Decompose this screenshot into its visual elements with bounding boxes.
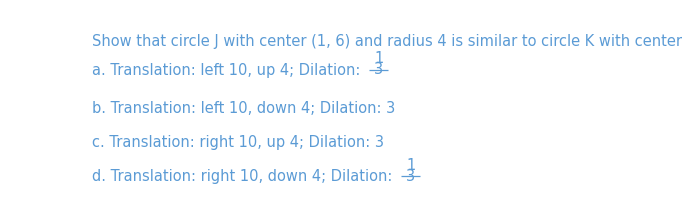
Text: 1: 1: [406, 158, 415, 173]
Text: 3: 3: [374, 62, 384, 77]
Text: c. Translation: right 10, up 4; Dilation: 3: c. Translation: right 10, up 4; Dilation…: [92, 135, 384, 150]
Text: d. Translation: right 10, down 4; Dilation:: d. Translation: right 10, down 4; Dilati…: [92, 169, 397, 184]
Text: a. Translation: left 10, up 4; Dilation:: a. Translation: left 10, up 4; Dilation:: [92, 63, 365, 78]
Text: b. Translation: left 10, down 4; Dilation: 3: b. Translation: left 10, down 4; Dilatio…: [92, 101, 395, 116]
Text: 1: 1: [374, 51, 384, 66]
Text: Show that circle J with center (1, 6) and radius 4 is similar to circle K with c: Show that circle J with center (1, 6) an…: [92, 34, 685, 49]
Text: 3: 3: [406, 169, 415, 184]
